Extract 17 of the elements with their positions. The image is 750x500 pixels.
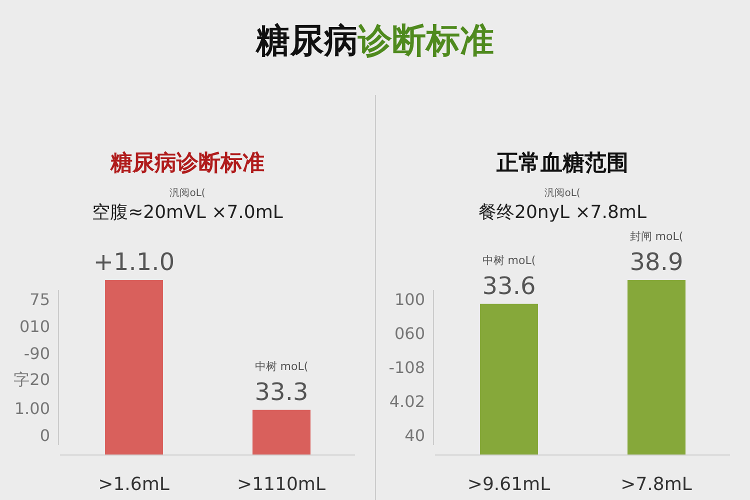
data-label: 中树 moL( 33.6 bbox=[482, 254, 536, 300]
chart-title: 正常血糖范围 bbox=[496, 150, 630, 178]
data-label: +1.1.0 bbox=[93, 248, 175, 276]
x-tick-label: >1110mL bbox=[237, 474, 326, 495]
data-label: 中树 moL( 33.3 bbox=[254, 360, 308, 406]
x-tick-label: >9.61mL bbox=[467, 474, 550, 495]
chart-subtitle: 餐终20nyL ×7.8mL bbox=[478, 201, 648, 224]
text: 汎阅oL( bbox=[544, 187, 582, 200]
chart-title: 糖尿病诊断标准 bbox=[109, 150, 266, 178]
text: 汎阅oL( bbox=[168, 187, 206, 200]
axis-scale-texts: 75 010 -90 字20 1.00 0 bbox=[8, 290, 59, 445]
chart-subtitle: 空腹≈20mVL ×7.0mL bbox=[91, 201, 284, 224]
text: 糖尿病诊断标准 bbox=[256, 21, 494, 61]
data-label: 封闸 moL( 38.9 bbox=[630, 230, 684, 276]
axis-scale-texts: 100 060 -108 4.02 40 bbox=[383, 290, 434, 445]
x-tick-label: >7.8mL bbox=[620, 474, 692, 495]
x-tick-label: >1.6mL bbox=[98, 474, 170, 495]
